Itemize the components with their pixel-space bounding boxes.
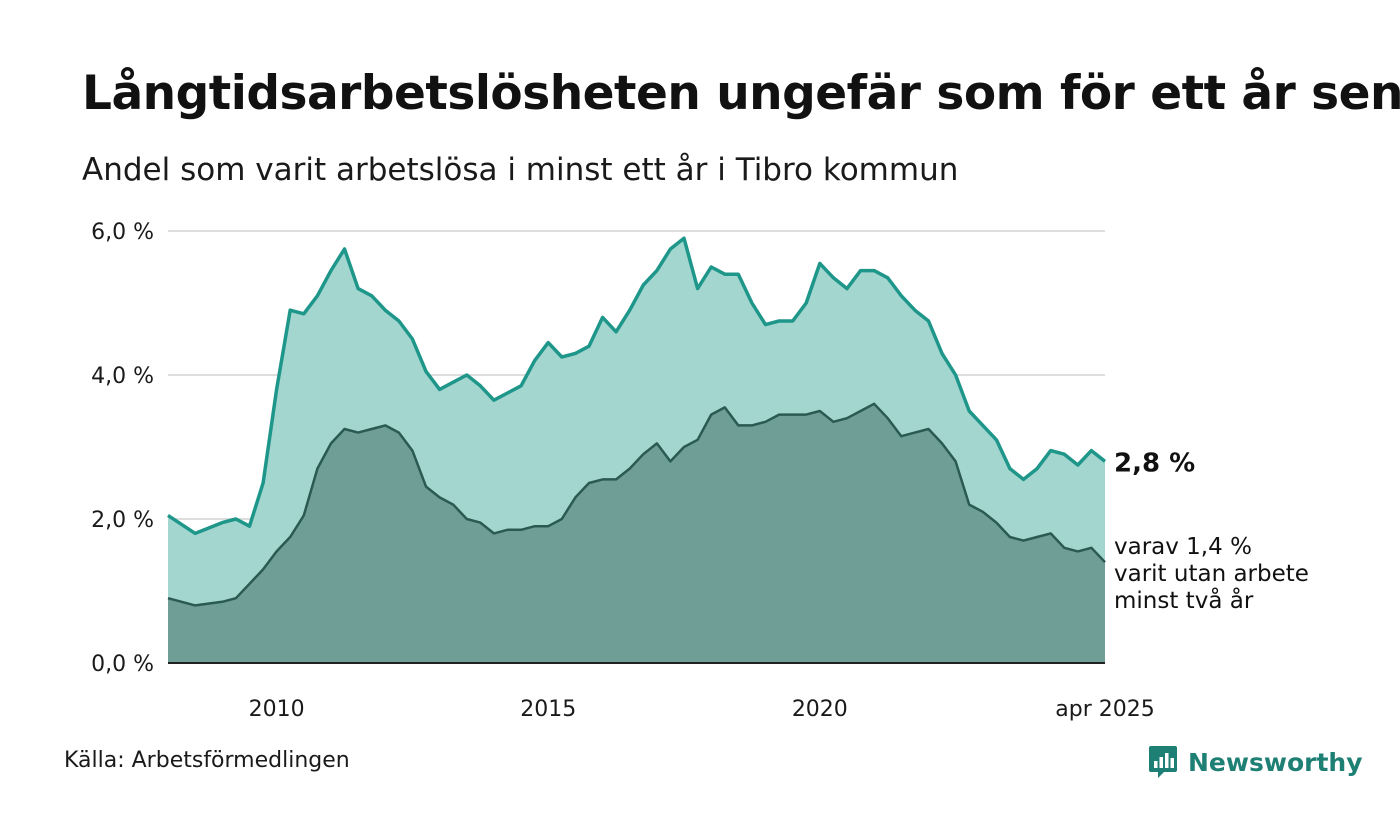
x-tick-label: 2010	[249, 697, 305, 722]
bar-chart-icon	[1149, 746, 1177, 778]
line-long-term	[167, 402, 1106, 607]
source-note: Källa: Arbetsförmedlingen	[64, 748, 350, 773]
brand-name: Newsworthy	[1188, 747, 1363, 777]
line-total	[167, 236, 1107, 536]
x-tick-label: 2020	[792, 697, 848, 722]
y-tick-label: 4,0 %	[91, 364, 154, 389]
annotation-line: varit utan arbete	[1114, 561, 1309, 587]
x-tick-label: apr 2025	[1055, 697, 1154, 722]
brand-logo: Newsworthy	[1148, 744, 1363, 780]
y-tick-label: 0,0 %	[91, 652, 154, 677]
y-tick-label: 2,0 %	[91, 508, 154, 533]
x-axis-labels: 2010 2015 2020 apr 2025	[249, 697, 1155, 722]
annotation-line: minst två år	[1114, 586, 1254, 614]
area-long-term	[168, 403, 1105, 663]
chart-title: Långtidsarbetslösheten ungefär som för e…	[82, 66, 1400, 121]
last-value-label: 2,8 %	[1114, 448, 1195, 478]
annotation-line: varav 1,4 %	[1114, 534, 1252, 560]
chart-subtitle: Andel som varit arbetslösa i minst ett å…	[82, 152, 959, 188]
y-axis-labels: 6,0 % 4,0 % 2,0 % 0,0 %	[91, 220, 154, 677]
x-tick-label: 2015	[520, 697, 576, 722]
series-areas	[167, 236, 1107, 664]
y-tick-label: 6,0 %	[91, 220, 154, 245]
